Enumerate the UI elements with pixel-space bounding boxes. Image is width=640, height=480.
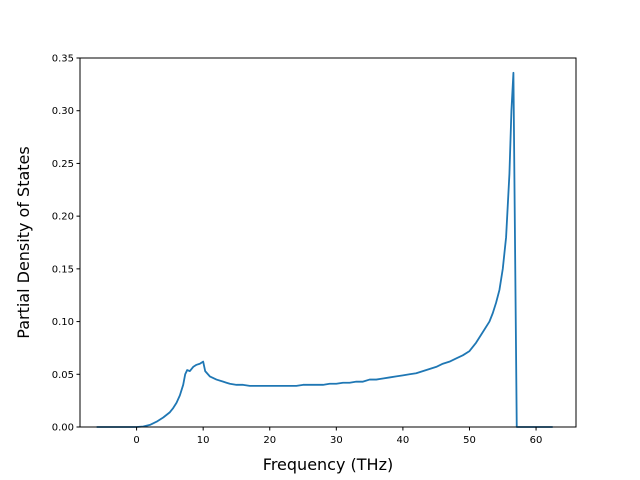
series-line [96, 71, 553, 428]
y-tick-label: 0.35 [52, 54, 74, 65]
y-tick-label: 0.10 [52, 317, 74, 328]
x-tick-label: 30 [330, 435, 343, 446]
y-axis-label: Partial Density of States [14, 146, 33, 338]
y-tick-label: 0.25 [52, 159, 74, 170]
x-axis-label: Frequency (THz) [263, 455, 393, 474]
y-tick-label: 0.00 [52, 423, 74, 434]
y-tick-label: 0.05 [52, 370, 74, 381]
series-layer [96, 71, 553, 428]
x-tick-label: 0 [133, 435, 139, 446]
x-tick-label: 10 [197, 435, 210, 446]
ticks-layer: 0 10 20 30 40 50 60 0.00 0.05 0.10 0.15 0.20 0.25 0.3… [52, 54, 543, 447]
y-tick-label: 0.30 [52, 106, 74, 117]
x-tick-label: 50 [463, 435, 476, 446]
x-tick-label: 40 [397, 435, 410, 446]
plot-frame [79, 57, 577, 428]
x-tick-label: 20 [263, 435, 276, 446]
x-tick-label: 60 [530, 435, 543, 446]
y-tick-label: 0.20 [52, 212, 74, 223]
y-tick-label: 0.15 [52, 264, 74, 275]
